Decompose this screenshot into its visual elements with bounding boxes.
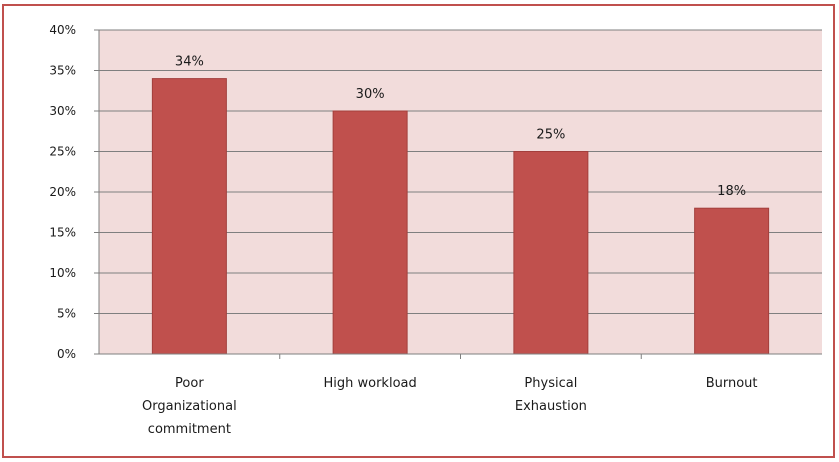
bar-data-label: 25% <box>536 128 565 143</box>
bar-data-label: 18% <box>717 184 746 199</box>
y-tick-label: 35% <box>49 64 76 78</box>
x-category-label: High workload <box>323 376 416 391</box>
x-axis: Poor Organizational commitment High workloa… <box>99 353 822 437</box>
y-tick-label: 10% <box>49 266 76 280</box>
x-category-label: commitment <box>148 422 231 437</box>
bars <box>151 78 770 355</box>
y-tick-label: 30% <box>49 104 76 118</box>
y-tick-label: 15% <box>49 226 76 240</box>
y-tick-label: 20% <box>49 185 76 199</box>
data-labels: 34% 30% 25% 18% <box>175 55 746 200</box>
x-category-label: Poor <box>175 376 204 391</box>
bar <box>694 207 770 355</box>
y-tick-label: 0% <box>57 347 76 361</box>
bar-data-label: 34% <box>175 55 204 70</box>
x-category-label: Exhaustion <box>515 399 587 414</box>
x-category-label: Physical <box>524 376 577 391</box>
bar <box>332 110 408 355</box>
bar <box>513 151 589 355</box>
bar <box>151 78 227 355</box>
y-tick-label: 5% <box>57 307 76 321</box>
y-axis: 0% 5% 10% 15% 20% 25% 30% 35% 40% <box>49 23 100 361</box>
y-tick-label: 40% <box>49 23 76 37</box>
y-tick-label: 25% <box>49 145 76 159</box>
x-category-label: Burnout <box>706 376 758 391</box>
x-category-label: Organizational <box>142 399 237 414</box>
bar-data-label: 30% <box>356 87 385 102</box>
